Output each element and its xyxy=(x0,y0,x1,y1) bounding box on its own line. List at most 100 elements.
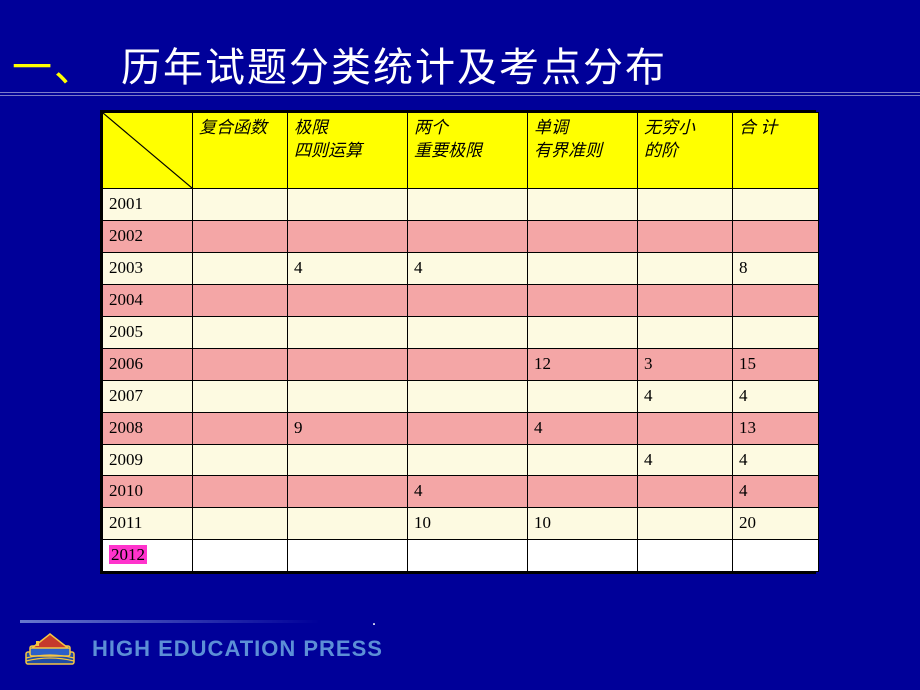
year-cell: 2010 xyxy=(103,476,193,508)
table-row: 2009 44 xyxy=(103,444,819,476)
data-cell xyxy=(408,412,528,444)
data-cell xyxy=(408,220,528,252)
year-cell: 2004 xyxy=(103,284,193,316)
col-header: 无穷小的阶 xyxy=(638,113,733,189)
slide-title: 一、 历年试题分类统计及考点分布 xyxy=(12,35,910,93)
data-cell xyxy=(528,476,638,508)
year-cell: 2007 xyxy=(103,380,193,412)
year-cell: 2012 xyxy=(103,540,193,572)
data-cell xyxy=(528,540,638,572)
data-cell xyxy=(528,444,638,476)
data-cell xyxy=(408,348,528,380)
data-cell xyxy=(528,316,638,348)
data-cell xyxy=(288,220,408,252)
table-row: 2007 44 xyxy=(103,380,819,412)
press-logo-icon xyxy=(20,628,80,670)
col-header: 两个重要极限 xyxy=(408,113,528,189)
corner-cell xyxy=(103,113,193,189)
data-cell xyxy=(528,220,638,252)
data-cell xyxy=(638,476,733,508)
title-text: 历年试题分类统计及考点分布 xyxy=(121,35,667,93)
data-cell xyxy=(528,380,638,412)
data-cell xyxy=(193,444,288,476)
data-cell: 20 xyxy=(733,508,819,540)
col-header: 复合函数 xyxy=(193,113,288,189)
year-cell: 2001 xyxy=(103,189,193,221)
table-row: 20089413 xyxy=(103,412,819,444)
data-cell: 4 xyxy=(733,380,819,412)
year-cell: 2009 xyxy=(103,444,193,476)
data-cell xyxy=(638,412,733,444)
data-cell xyxy=(193,220,288,252)
data-cell: 4 xyxy=(408,476,528,508)
footer-shadow xyxy=(20,620,320,623)
data-cell: 8 xyxy=(733,252,819,284)
data-cell xyxy=(193,252,288,284)
data-cell xyxy=(408,380,528,412)
col-header: 合 计 xyxy=(733,113,819,189)
col-header: 极限四则运算 xyxy=(288,113,408,189)
table-row: 2012 xyxy=(103,540,819,572)
data-cell xyxy=(638,284,733,316)
data-cell xyxy=(638,252,733,284)
data-cell: 4 xyxy=(288,252,408,284)
data-cell: 4 xyxy=(638,380,733,412)
year-cell: 2003 xyxy=(103,252,193,284)
col-header: 单调有界准则 xyxy=(528,113,638,189)
stats-table: 复合函数 极限四则运算 两个重要极限 单调有界准则 无穷小的阶 合 计 2001… xyxy=(100,110,816,574)
data-cell xyxy=(408,540,528,572)
data-cell xyxy=(733,284,819,316)
table-row: 2004 xyxy=(103,284,819,316)
title-underline xyxy=(0,92,920,98)
data-cell xyxy=(638,316,733,348)
data-cell xyxy=(288,540,408,572)
data-cell xyxy=(193,540,288,572)
data-cell xyxy=(288,284,408,316)
data-cell xyxy=(288,508,408,540)
press-name: HIGH EDUCATION PRESS xyxy=(92,636,383,662)
data-cell: 10 xyxy=(408,508,528,540)
data-cell xyxy=(193,476,288,508)
data-cell xyxy=(638,540,733,572)
table-row: 2002 xyxy=(103,220,819,252)
data-cell xyxy=(638,220,733,252)
data-cell: 4 xyxy=(528,412,638,444)
data-cell xyxy=(288,476,408,508)
data-cell xyxy=(288,444,408,476)
data-cell xyxy=(288,316,408,348)
data-cell xyxy=(193,412,288,444)
dot: . xyxy=(372,612,376,630)
data-cell xyxy=(638,508,733,540)
data-cell xyxy=(193,284,288,316)
data-cell xyxy=(193,380,288,412)
data-cell: 4 xyxy=(733,476,819,508)
year-cell: 2006 xyxy=(103,348,193,380)
data-cell xyxy=(288,348,408,380)
data-cell xyxy=(733,316,819,348)
year-cell: 2011 xyxy=(103,508,193,540)
title-marker: 一、 xyxy=(12,35,96,93)
data-cell xyxy=(288,380,408,412)
table-row: 2003448 xyxy=(103,252,819,284)
data-cell xyxy=(638,189,733,221)
table-row: 2011 1010 20 xyxy=(103,508,819,540)
table-header-row: 复合函数 极限四则运算 两个重要极限 单调有界准则 无穷小的阶 合 计 xyxy=(103,113,819,189)
data-cell: 3 xyxy=(638,348,733,380)
data-cell: 15 xyxy=(733,348,819,380)
year-cell: 2008 xyxy=(103,412,193,444)
data-cell: 4 xyxy=(733,444,819,476)
data-cell xyxy=(408,284,528,316)
data-cell: 10 xyxy=(528,508,638,540)
data-cell xyxy=(733,189,819,221)
footer: HIGH EDUCATION PRESS xyxy=(20,628,383,670)
data-cell xyxy=(288,189,408,221)
data-cell xyxy=(193,508,288,540)
data-cell xyxy=(528,252,638,284)
table-row: 2005 xyxy=(103,316,819,348)
data-cell: 4 xyxy=(638,444,733,476)
data-cell: 13 xyxy=(733,412,819,444)
year-cell: 2005 xyxy=(103,316,193,348)
data-cell xyxy=(528,189,638,221)
data-cell xyxy=(193,348,288,380)
data-cell xyxy=(408,316,528,348)
